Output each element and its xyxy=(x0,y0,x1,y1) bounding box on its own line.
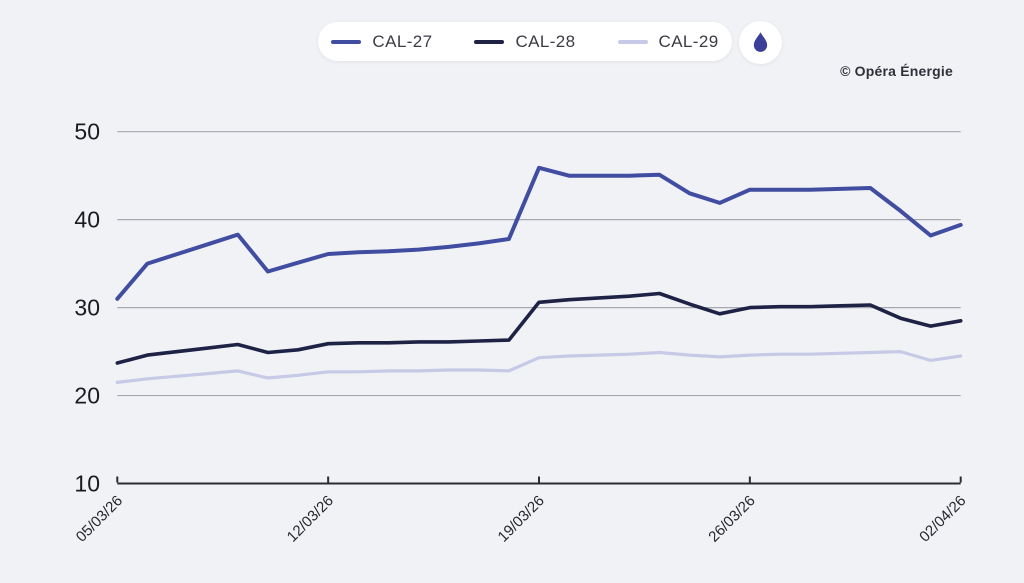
cal-28-line-swatch xyxy=(474,39,505,44)
legend-item-cal-29[interactable]: CAL-29 xyxy=(617,31,719,52)
legend-label: CAL-28 xyxy=(515,31,576,51)
cal-29-line-swatch xyxy=(617,39,648,44)
gas-commodity-badge xyxy=(739,21,782,64)
legend-label: CAL-29 xyxy=(658,31,719,51)
y-axis-tick-label: 40 xyxy=(74,207,100,233)
y-axis-tick-label: 20 xyxy=(74,383,100,409)
gas-flame-icon xyxy=(753,32,768,52)
legend-item-cal-27[interactable]: CAL-27 xyxy=(331,32,432,52)
x-axis-tick-label: 12/03/26 xyxy=(284,492,337,545)
x-axis-tick-label: 02/04/26 xyxy=(916,492,969,545)
copyright-label: © Opéra Énergie xyxy=(840,63,953,79)
series-line-cal-29 xyxy=(115,350,963,384)
y-axis-tick-label: 50 xyxy=(74,119,100,145)
y-axis-tick-label: 10 xyxy=(74,471,100,497)
x-axis-tick-label: 26/03/26 xyxy=(705,492,758,545)
x-axis-tick-label: 05/03/26 xyxy=(73,492,126,545)
y-axis-tick-label: 30 xyxy=(74,295,100,321)
chart-legend: CAL-27 CAL-28 CAL-29 xyxy=(318,22,732,61)
x-axis-tick-label: 19/03/26 xyxy=(495,492,548,545)
series-line-cal-28 xyxy=(115,291,963,365)
legend-item-cal-28[interactable]: CAL-28 xyxy=(474,32,575,52)
series-line-cal-27 xyxy=(115,165,963,301)
legend-label: CAL-27 xyxy=(372,31,433,51)
cal-27-line-swatch xyxy=(331,39,362,44)
